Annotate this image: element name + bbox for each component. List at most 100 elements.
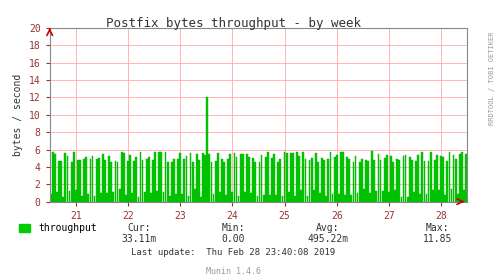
Bar (367, 161, 369, 202)
Y-axis label: bytes / second: bytes / second (13, 74, 23, 156)
Bar (79, 160, 81, 202)
Bar (417, 155, 419, 202)
Bar (246, 154, 248, 202)
Bar (392, 162, 394, 202)
Bar (413, 192, 415, 202)
Bar (87, 193, 89, 202)
Bar (161, 152, 162, 202)
Bar (188, 196, 189, 202)
Bar (373, 160, 375, 202)
Bar (346, 157, 348, 202)
Bar (440, 156, 442, 202)
Bar (106, 193, 108, 202)
Bar (342, 152, 344, 202)
Bar (54, 154, 56, 202)
Bar (419, 194, 421, 202)
Bar (331, 194, 333, 202)
Bar (119, 189, 120, 202)
Bar (459, 154, 461, 202)
Bar (317, 162, 319, 202)
Bar (254, 162, 256, 202)
Bar (213, 194, 214, 202)
Bar (148, 157, 150, 202)
Bar (411, 160, 413, 202)
Bar (144, 192, 146, 202)
Text: Postfix bytes throughput - by week: Postfix bytes throughput - by week (106, 17, 361, 30)
Bar (286, 153, 287, 202)
Text: 33.11m: 33.11m (122, 234, 157, 244)
Bar (236, 157, 238, 202)
Bar (163, 192, 165, 202)
Bar (258, 162, 260, 202)
Bar (303, 152, 304, 202)
Bar (190, 153, 191, 202)
Bar (355, 156, 356, 202)
Bar (125, 195, 127, 202)
Bar (230, 154, 231, 202)
Bar (232, 192, 233, 202)
Bar (394, 190, 396, 202)
Bar (211, 162, 212, 202)
Bar (110, 162, 112, 202)
Bar (455, 159, 457, 202)
Bar (444, 195, 446, 202)
Bar (376, 192, 377, 202)
Bar (438, 190, 440, 202)
Bar (423, 161, 425, 202)
Bar (83, 159, 85, 202)
Bar (129, 155, 131, 202)
Bar (194, 189, 196, 202)
Bar (85, 157, 87, 202)
Bar (56, 192, 58, 202)
Bar (330, 152, 331, 202)
Bar (273, 154, 275, 202)
Bar (453, 155, 454, 202)
Bar (71, 162, 73, 202)
Bar (407, 197, 409, 202)
Bar (363, 189, 365, 202)
Bar (446, 162, 448, 202)
Bar (250, 193, 252, 202)
Bar (150, 193, 152, 202)
Bar (463, 190, 465, 202)
Bar (123, 153, 125, 202)
Bar (58, 161, 60, 202)
Bar (369, 193, 371, 202)
Bar (403, 156, 405, 202)
Bar (140, 152, 141, 202)
Bar (309, 160, 311, 202)
Bar (434, 160, 436, 202)
Bar (465, 154, 467, 202)
Bar (100, 193, 102, 202)
Bar (131, 193, 133, 202)
Bar (96, 159, 97, 202)
Bar (352, 162, 354, 202)
Bar (154, 151, 156, 202)
Bar (334, 157, 335, 202)
Bar (298, 157, 300, 202)
Bar (146, 159, 148, 202)
Bar (75, 190, 77, 202)
Bar (136, 157, 137, 202)
Bar (421, 152, 423, 202)
Bar (365, 160, 367, 202)
Bar (382, 191, 384, 202)
Bar (65, 153, 66, 202)
Bar (415, 160, 417, 202)
Bar (344, 195, 346, 202)
Bar (171, 162, 172, 202)
Bar (315, 153, 317, 202)
Bar (290, 153, 292, 202)
Bar (436, 155, 438, 202)
Text: RRDTOOL / TOBI OETIKER: RRDTOOL / TOBI OETIKER (489, 32, 495, 125)
Text: 495.22m: 495.22m (308, 234, 348, 244)
Bar (159, 152, 160, 202)
Bar (271, 158, 273, 202)
Bar (359, 162, 360, 202)
Text: Min:: Min: (222, 223, 246, 233)
Bar (60, 161, 62, 202)
Bar (425, 194, 427, 202)
Bar (223, 162, 225, 202)
Bar (219, 192, 221, 202)
Bar (269, 195, 271, 202)
